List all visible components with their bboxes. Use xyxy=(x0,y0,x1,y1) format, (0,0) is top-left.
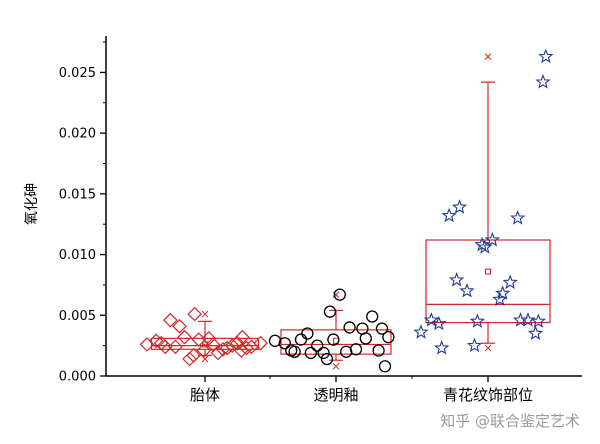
y-tick-label: 0.010 xyxy=(59,248,96,263)
mean-marker xyxy=(202,341,208,348)
star-point xyxy=(413,324,429,339)
diamond-point xyxy=(201,331,217,346)
star-point xyxy=(530,313,546,328)
x-category-label: 青花纹饰部位 xyxy=(443,386,533,404)
star-point xyxy=(423,312,439,327)
y-tick-label: 0.020 xyxy=(59,127,96,142)
extreme-marker xyxy=(332,362,340,370)
y-tick-label: 0.000 xyxy=(59,370,96,385)
star-point xyxy=(510,210,526,225)
circle-point xyxy=(382,330,395,344)
star-point xyxy=(535,74,551,89)
diamond-point xyxy=(157,339,173,355)
circle-point xyxy=(311,339,324,352)
diamond-point xyxy=(187,306,203,322)
star-point xyxy=(520,312,536,327)
diamond-point xyxy=(253,335,268,351)
star-point xyxy=(469,313,485,328)
circle-point xyxy=(317,346,330,360)
diamond-point xyxy=(177,329,192,345)
circle-point xyxy=(327,333,340,346)
circle-point xyxy=(375,322,389,335)
star-point xyxy=(466,337,483,353)
star-point xyxy=(492,291,508,306)
watermark: 知乎 @联合鉴定艺术 xyxy=(440,412,580,430)
diamond-point xyxy=(162,312,178,328)
star-point xyxy=(474,236,490,252)
circle-point xyxy=(372,344,385,357)
circle-point xyxy=(323,305,337,318)
diamond-point xyxy=(229,335,245,351)
star-point xyxy=(431,315,447,331)
x-category-label: 透明釉 xyxy=(313,386,358,404)
y-tick-label: 0.005 xyxy=(59,309,96,324)
box xyxy=(280,329,392,355)
diamond-point xyxy=(219,340,235,356)
star-point xyxy=(484,231,500,247)
x-category-label: 胎体 xyxy=(190,386,220,404)
boxes xyxy=(150,53,551,370)
star-point xyxy=(441,207,457,223)
extreme-marker xyxy=(201,310,209,318)
y-axis-label: 氧化砷 xyxy=(24,183,40,225)
diamond-point xyxy=(153,335,169,351)
circle-point xyxy=(320,352,334,366)
star-point xyxy=(495,285,511,300)
diamond-point xyxy=(196,343,212,358)
mean-marker xyxy=(485,268,491,275)
circle-point xyxy=(301,327,314,340)
circle-point xyxy=(304,346,317,360)
circle-point xyxy=(378,360,392,373)
star-point xyxy=(527,325,544,340)
circle-point xyxy=(285,344,298,357)
circle-point xyxy=(278,337,291,350)
diamond-point xyxy=(172,318,187,334)
axes: 0.000 0.005 0.010 0.015 0.020 0.025 胎体 透明釉 青花纹饰部… xyxy=(59,36,582,404)
circle-point xyxy=(333,288,346,301)
star-point xyxy=(434,340,450,355)
star-point xyxy=(449,272,465,287)
y-tick-label: 0.025 xyxy=(59,66,96,81)
circle-point xyxy=(349,343,363,356)
data-points xyxy=(139,48,554,373)
star-point xyxy=(502,274,518,289)
diamond-point xyxy=(168,339,183,355)
y-tick-label: 0.015 xyxy=(59,187,96,202)
circle-point xyxy=(294,333,308,346)
circle-point xyxy=(366,310,379,323)
extreme-marker xyxy=(484,53,492,60)
circle-point xyxy=(343,321,356,334)
diamond-point xyxy=(210,345,226,361)
circle-point xyxy=(356,322,369,335)
diamond-point xyxy=(148,333,164,349)
star-point xyxy=(459,282,475,298)
diamond-point xyxy=(239,340,254,356)
diamond-point xyxy=(224,338,240,353)
star-point xyxy=(538,48,554,64)
diamond-point xyxy=(234,329,250,345)
extreme-marker xyxy=(484,344,492,352)
box xyxy=(150,337,260,350)
diamond-point xyxy=(182,351,197,367)
star-point xyxy=(451,199,468,214)
